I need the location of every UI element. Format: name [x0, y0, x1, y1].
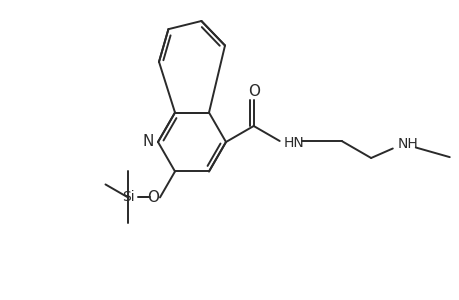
- Text: N: N: [142, 134, 153, 148]
- Text: HN: HN: [283, 136, 303, 150]
- Text: O: O: [147, 190, 159, 205]
- Text: O: O: [247, 83, 259, 98]
- Text: Si: Si: [122, 190, 134, 204]
- Text: NH: NH: [397, 136, 417, 151]
